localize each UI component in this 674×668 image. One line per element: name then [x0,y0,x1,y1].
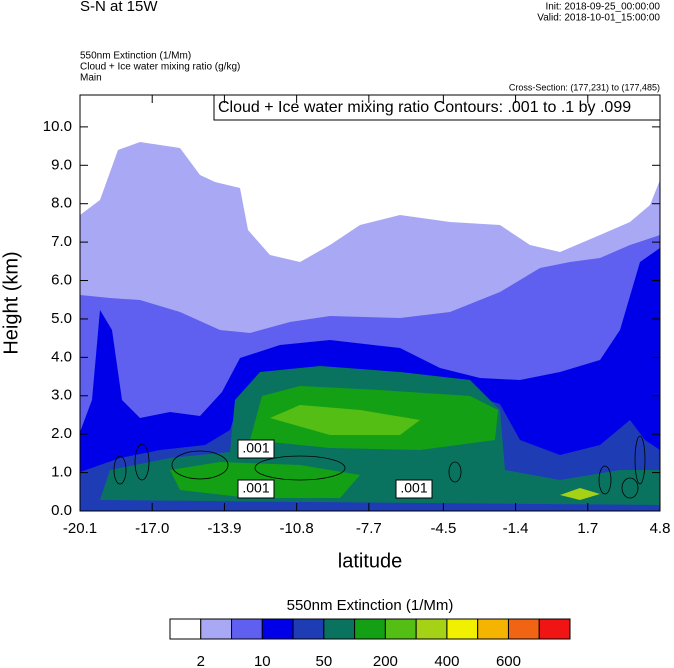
colorbar-box [507,618,540,640]
contour-label: .001 .001 .001 [237,439,433,499]
colorbar-box [415,618,448,640]
colorbar-label: 200 [373,653,398,668]
contour-label-text: .001 [242,480,269,496]
colorbar-box [477,618,509,640]
subtitle: 550nm Extinction (1/Mm) [80,51,191,62]
colorbar-box [354,618,386,640]
colorbar-label: 2 [197,653,205,668]
x-tick-label: -17.0 [135,520,169,537]
contour-lines [113,435,646,499]
y-tick-label: 9.0 [51,156,72,173]
x-tick-label: -4.5 [430,520,456,537]
colorbar-label: 600 [496,653,521,668]
y-tick-label: 3.0 [51,387,72,404]
contour-info-box [213,94,661,121]
valid-time: Valid: 2018-10-01_15:00:00 [537,13,660,24]
y-tick-label: 6.0 [51,271,72,288]
level-fill [560,488,600,500]
x-tick-label: -10.8 [280,520,314,537]
x-tick-label: -7.7 [356,520,382,537]
x-tick-label: -13.9 [207,520,241,537]
contour-info: Cloud + Ice water mixing ratio Contours:… [218,99,631,116]
colorbar-box [446,618,479,640]
y-tick-label: 0.0 [51,502,72,519]
init-time: Init: 2018-09-25_00:00:00 [545,2,660,13]
colorbar-label: 50 [316,653,333,668]
colorbar-box [169,618,202,640]
x-tick-label: 1.7 [577,520,598,537]
x-axis-label: latitude [338,550,403,572]
colorbar-title: 550nm Extinction (1/Mm) [287,597,454,614]
colorbar-box [261,618,294,640]
chart-title: S-N at 15W [80,0,158,15]
level-fill [270,405,420,435]
colorbar-label: 10 [254,653,271,668]
contour-label-text: .001 [400,480,427,496]
y-tick-label: 2.0 [51,425,72,442]
subtitle: Cloud + Ice water mixing ratio (g/kg) [80,62,240,73]
colorbar-box [200,618,233,640]
contour-fill [80,142,660,511]
y-tick-label: 1.0 [51,464,72,481]
x-tick-label: -1.4 [503,520,529,537]
y-tick-label: 4.0 [51,348,72,365]
colorbar-box [384,618,417,640]
colorbar-box [231,618,263,640]
y-tick-label: 5.0 [51,310,72,327]
contour-label-text: .001 [242,440,269,456]
colorbar-box [538,618,571,640]
colorbar-box [323,618,356,640]
subtitle: Main [80,73,102,84]
colorbar-label: 400 [434,653,459,668]
y-tick-label: 10.0 [43,118,72,135]
x-tick-label: -20.1 [63,520,97,537]
colorbar-box [292,618,325,640]
y-tick-label: 7.0 [51,233,72,250]
cross-section: Cross-Section: (177,231) to (177,485) [509,82,660,92]
x-tick-label: 4.8 [650,520,671,537]
y-tick-label: 8.0 [51,195,72,212]
y-axis-label: Height (km) [0,251,22,354]
